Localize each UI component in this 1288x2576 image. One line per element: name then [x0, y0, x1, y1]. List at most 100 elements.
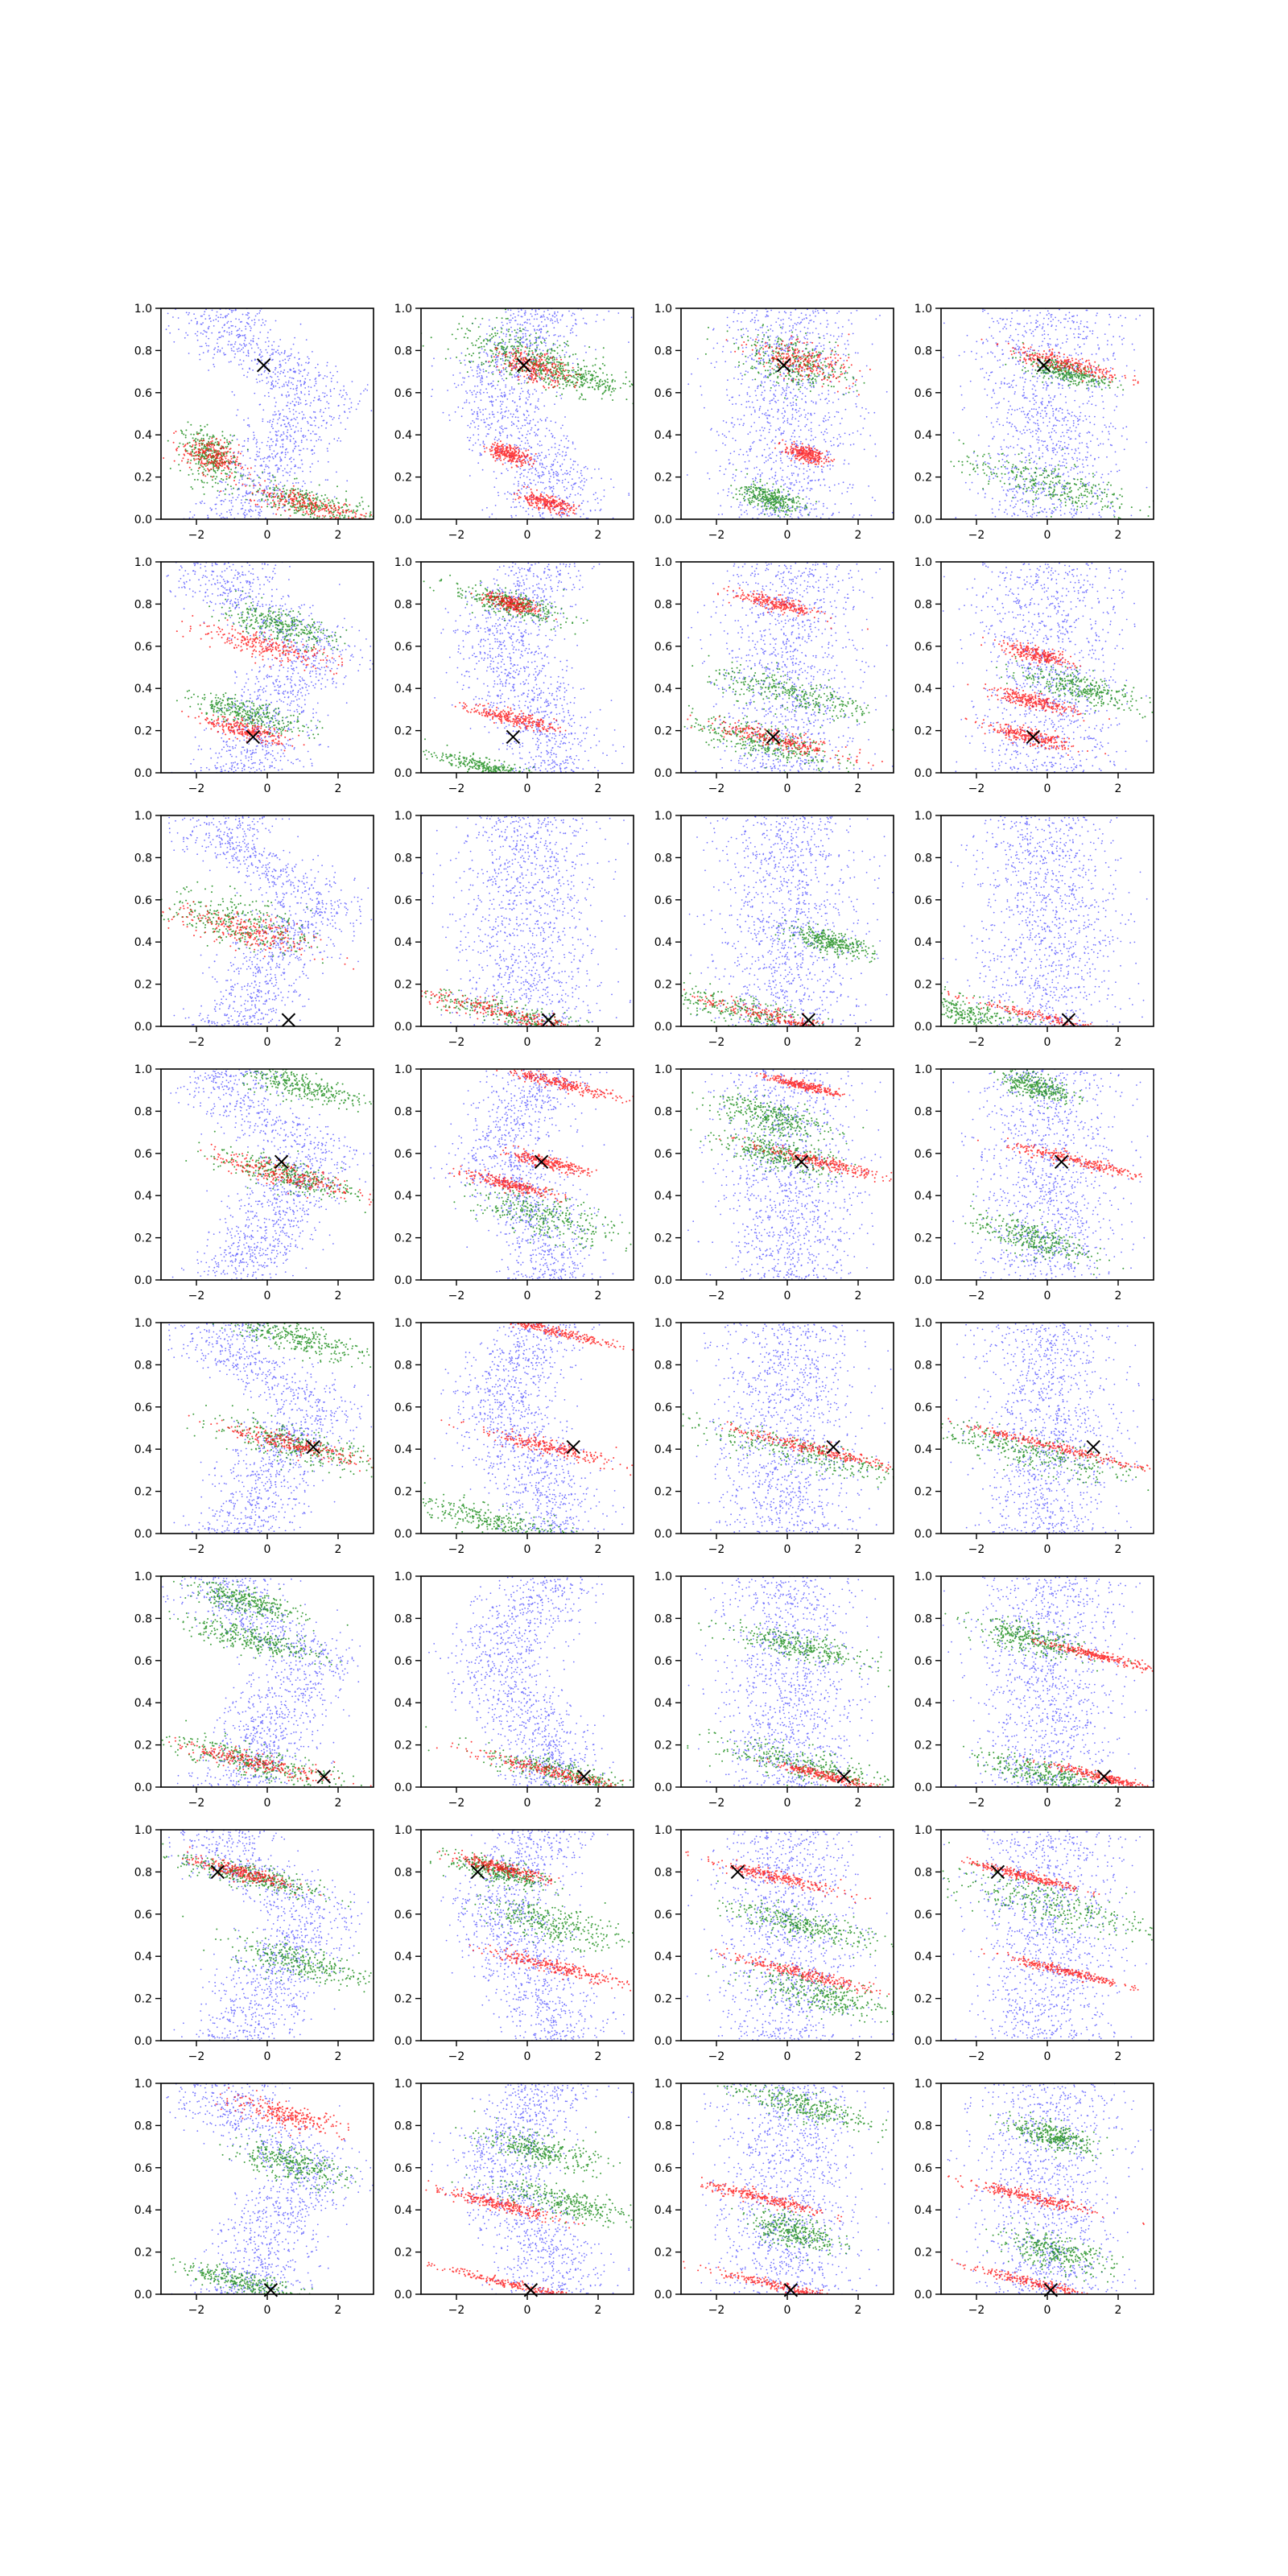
series-blue — [431, 2083, 632, 2294]
series-blue — [943, 308, 1148, 520]
x-tick-label: 2 — [335, 1036, 342, 1049]
y-tick-label: 0.4 — [914, 2204, 932, 2217]
y-tick-label: 0.6 — [394, 894, 412, 907]
y-tick-label: 1.0 — [394, 1824, 412, 1837]
x-tick-label: −2 — [708, 2050, 725, 2063]
y-tick-label: 1.0 — [394, 1317, 412, 1330]
panel-r3-c1: −2 0 20.00.20.40.60.81.0 — [134, 810, 385, 1049]
y-tick-label: 0.2 — [394, 979, 412, 992]
y-tick-label: 1.0 — [394, 2078, 412, 2091]
x-tick-label: 0 — [524, 1036, 531, 1049]
x-tick-label: −2 — [708, 1036, 725, 1049]
y-tick-label: 0.6 — [134, 1655, 152, 1668]
y-tick-label: 0.2 — [914, 472, 932, 485]
x-tick-label: 0 — [264, 782, 271, 795]
y-tick-label: 0.6 — [394, 1909, 412, 1922]
axes-frame — [161, 2083, 374, 2294]
panel-r6-c3: −2 0 20.00.20.40.60.81.0 — [654, 1571, 988, 1818]
y-tick-label: 1.0 — [394, 810, 412, 823]
series-blue — [157, 1322, 385, 1534]
y-tick-label: 0.6 — [654, 1148, 672, 1161]
x-marker — [282, 1013, 295, 1026]
x-tick-label: −2 — [968, 529, 985, 542]
series-green — [420, 308, 707, 421]
y-tick-label: 0.2 — [394, 1993, 412, 2006]
y-tick-label: 0.4 — [914, 429, 932, 442]
y-tick-label: 0.2 — [134, 725, 152, 738]
y-tick-label: 0.2 — [134, 1740, 152, 1752]
series-blue — [434, 562, 644, 774]
y-tick-label: 0.8 — [394, 1612, 412, 1625]
axes-frame — [421, 1323, 634, 1534]
y-tick-label: 0.0 — [394, 1274, 412, 1287]
y-tick-label: 0.6 — [134, 387, 152, 400]
x-tick-label: 0 — [784, 1036, 791, 1049]
y-tick-label: 0.0 — [914, 767, 932, 780]
x-tick-label: 0 — [784, 2050, 791, 2063]
y-tick-label: 0.8 — [914, 2120, 932, 2132]
y-tick-label: 0.8 — [394, 345, 412, 357]
y-tick-label: 0.8 — [394, 1359, 412, 1372]
x-tick-label: 0 — [784, 1797, 791, 1810]
y-tick-label: 0.2 — [914, 1740, 932, 1752]
panel-r2-c2: −2 0 20.00.20.40.60.81.0 — [394, 556, 644, 795]
x-tick-label: −2 — [968, 1797, 985, 1810]
x-tick-label: 2 — [1115, 2304, 1122, 2317]
y-tick-label: 0.4 — [134, 1951, 152, 1963]
x-tick-label: 2 — [335, 2304, 342, 2317]
y-tick-label: 0.6 — [914, 387, 932, 400]
series-red — [449, 1065, 634, 1203]
scatter-points — [658, 562, 906, 777]
x-tick-label: 2 — [855, 1543, 862, 1556]
y-tick-label: 0.4 — [134, 429, 152, 442]
x-tick-label: 2 — [335, 2050, 342, 2063]
scatter-points — [131, 1829, 404, 2041]
y-tick-label: 0.0 — [134, 1274, 152, 1287]
x-tick-label: 0 — [264, 1036, 271, 1049]
y-tick-label: 0.6 — [134, 1402, 152, 1414]
y-tick-label: 0.8 — [654, 345, 672, 357]
y-tick-label: 0.6 — [134, 641, 152, 654]
series-blue — [936, 1322, 1183, 1534]
y-tick-label: 0.4 — [134, 2204, 152, 2217]
series-red — [719, 1073, 917, 1189]
x-marker — [577, 1770, 590, 1783]
y-tick-label: 0.4 — [134, 1697, 152, 1710]
y-tick-label: 0.8 — [654, 598, 672, 611]
axes-frame — [161, 1323, 374, 1534]
y-tick-label: 0.6 — [394, 2162, 412, 2175]
y-tick-label: 0.0 — [914, 1781, 932, 1794]
x-tick-label: −2 — [448, 529, 465, 542]
x-tick-label: 2 — [855, 2304, 862, 2317]
y-tick-label: 0.8 — [394, 1105, 412, 1118]
scatter-points — [153, 2083, 380, 2311]
y-tick-label: 0.4 — [134, 1443, 152, 1456]
series-blue — [153, 561, 380, 774]
panel-r6-c2: −2 0 20.00.20.40.60.81.0 — [394, 1571, 691, 1818]
y-tick-label: 0.4 — [394, 936, 412, 949]
y-tick-label: 0.8 — [914, 1866, 932, 1879]
y-tick-label: 0.4 — [394, 683, 412, 696]
y-tick-label: 0.0 — [654, 2289, 672, 2301]
y-tick-label: 0.8 — [654, 1105, 672, 1118]
y-tick-label: 1.0 — [914, 1571, 932, 1583]
x-tick-label: −2 — [188, 529, 205, 542]
x-tick-label: 0 — [1044, 1290, 1051, 1302]
axes-frame — [421, 2083, 634, 2294]
y-tick-label: 1.0 — [654, 556, 672, 569]
x-tick-label: −2 — [968, 2050, 985, 2063]
y-tick-label: 1.0 — [134, 810, 152, 823]
y-tick-label: 0.2 — [134, 472, 152, 485]
x-tick-label: −2 — [968, 1543, 985, 1556]
y-tick-label: 0.2 — [394, 1740, 412, 1752]
y-tick-label: 0.8 — [134, 1866, 152, 1879]
y-tick-label: 0.2 — [914, 725, 932, 738]
scatter-points — [617, 2061, 923, 2325]
y-tick-label: 0.4 — [394, 1443, 412, 1456]
x-tick-label: 2 — [335, 1290, 342, 1302]
panel-r4-c3: −2 0 20.00.20.40.60.81.0 — [654, 1063, 923, 1302]
x-marker — [317, 1770, 330, 1783]
x-tick-label: 0 — [264, 1543, 271, 1556]
y-tick-label: 1.0 — [654, 1571, 672, 1583]
x-tick-label: 2 — [1115, 1797, 1122, 1810]
